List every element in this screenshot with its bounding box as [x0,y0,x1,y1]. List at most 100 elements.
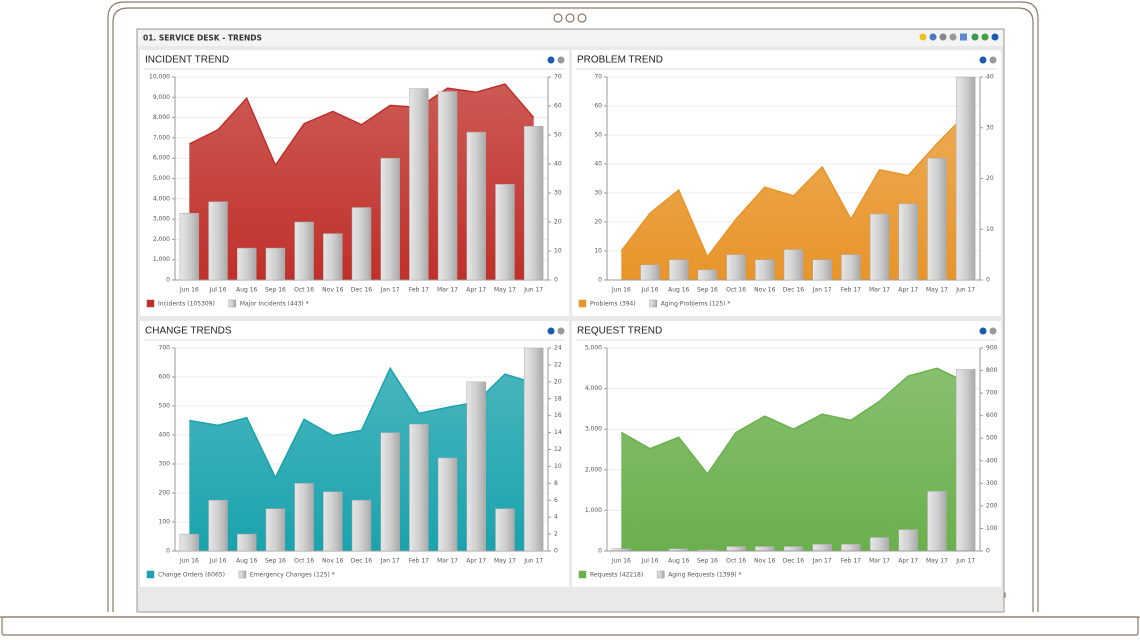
legend-label[interactable]: Change Orders (6065) [158,572,225,579]
toolbar-icons[interactable] [919,33,999,41]
x-tick-label: Feb 17 [841,558,861,565]
legend-swatch[interactable] [146,299,155,308]
y2-tick-label: 70 [554,74,562,81]
y2-tick-label: 40 [986,74,994,81]
y2-tick-label: 300 [986,480,998,487]
y-tick-label: 70 [594,74,602,81]
y2-tick-label: 10 [554,248,562,255]
y2-tick-label: 0 [554,277,558,284]
x-tick-label: Mar 17 [869,558,890,565]
y2-tick-label: 20 [986,175,994,182]
bar [294,221,314,281]
x-tick-label: Nov 16 [754,287,775,294]
chart-title: REQUEST TREND [577,326,662,337]
legend-swatch[interactable] [238,570,247,579]
link-icon[interactable] [989,56,997,64]
link-icon[interactable] [557,327,565,335]
y-tick-label: 300 [159,461,171,468]
x-tick-label: Oct 16 [726,558,746,565]
bar [869,213,890,281]
y-tick-label: 700 [159,345,171,352]
bar [697,269,718,281]
x-tick-label: Jan 17 [812,287,832,294]
bar [841,254,861,281]
y-tick-label: 30 [594,190,602,197]
x-tick-label: Jun 17 [523,287,543,294]
y-tick-label: 10,000 [149,74,170,81]
y2-tick-label: 10 [554,463,562,470]
legend-label[interactable]: Major Incidents (443) * [240,301,309,308]
bar [955,369,976,552]
bar [669,259,689,281]
x-tick-label: Aug 16 [668,558,689,565]
y2-tick-label: 0 [554,548,558,555]
legend-label[interactable]: Incidents (105309) [158,301,215,308]
y-tick-label: 4,000 [585,385,602,392]
x-tick-label: Oct 16 [294,558,314,565]
x-tick-label: Apr 17 [466,287,486,294]
x-tick-label: Jul 16 [209,558,227,565]
legend-label[interactable]: Aging Requests (1399) * [668,572,741,579]
legend-swatch[interactable] [146,570,155,579]
x-tick-label: Jun 17 [955,287,975,294]
y-tick-label: 7,000 [153,134,170,141]
legend-label[interactable]: Requests (42218) [590,572,643,579]
x-tick-label: Jan 17 [380,558,400,565]
x-tick-label: Dec 16 [783,287,804,294]
y2-tick-label: 18 [554,395,562,402]
legend-swatch[interactable] [578,299,587,308]
legend-swatch[interactable] [578,570,587,579]
info-icon[interactable] [979,327,987,335]
x-tick-label: Feb 17 [409,558,429,565]
bar [265,508,286,552]
link-icon[interactable] [989,327,997,335]
info-icon[interactable] [979,56,987,64]
bar [351,207,372,281]
bar [351,500,372,552]
bar [466,381,486,552]
x-tick-label: Dec 16 [783,558,804,565]
x-tick-label: May 17 [494,558,516,565]
link-icon[interactable] [557,56,565,64]
legend-swatch[interactable] [656,570,665,579]
chart-title: INCIDENT TREND [145,55,229,66]
y-tick-label: 600 [159,374,171,381]
y-tick-label: 0 [166,277,170,284]
y2-tick-label: 12 [554,446,562,453]
bar [898,529,918,552]
legend-label[interactable]: Aging Problems (125) * [661,301,731,308]
info-icon[interactable] [547,56,555,64]
x-tick-label: Aug 16 [236,287,257,294]
x-tick-label: Apr 17 [898,558,918,565]
y-tick-label: 4,000 [153,195,170,202]
y2-tick-label: 40 [554,161,562,168]
y2-tick-label: 8 [554,480,558,487]
y-tick-label: 500 [159,403,171,410]
x-tick-label: Apr 17 [898,287,918,294]
y2-tick-label: 900 [986,345,998,352]
legend-swatch[interactable] [228,299,237,308]
y-tick-label: 3,000 [153,216,170,223]
legend-label[interactable]: Problems (394) [590,301,636,308]
x-tick-label: Mar 17 [869,287,890,294]
x-tick-label: Apr 17 [466,558,486,565]
chart-title: CHANGE TRENDS [145,326,232,337]
y2-tick-label: 400 [986,457,998,464]
bar [755,546,775,552]
y2-tick-label: 2 [554,531,558,538]
y-tick-label: 8,000 [153,114,170,121]
bar [523,347,544,552]
x-tick-label: Jun 17 [523,558,543,565]
y2-tick-label: 100 [986,525,998,532]
legend-label[interactable]: Emergency Changes (125) * [250,572,335,579]
x-tick-label: Jul 16 [641,558,659,565]
bar [323,233,343,281]
y-tick-label: 2,000 [153,236,170,243]
area-line [620,114,967,259]
area-line [620,367,967,476]
legend-swatch[interactable] [649,299,657,308]
y-tick-label: 2,000 [585,466,602,473]
y-tick-label: 50 [594,132,602,139]
info-icon[interactable] [547,327,555,335]
y2-tick-label: 4 [554,514,558,521]
